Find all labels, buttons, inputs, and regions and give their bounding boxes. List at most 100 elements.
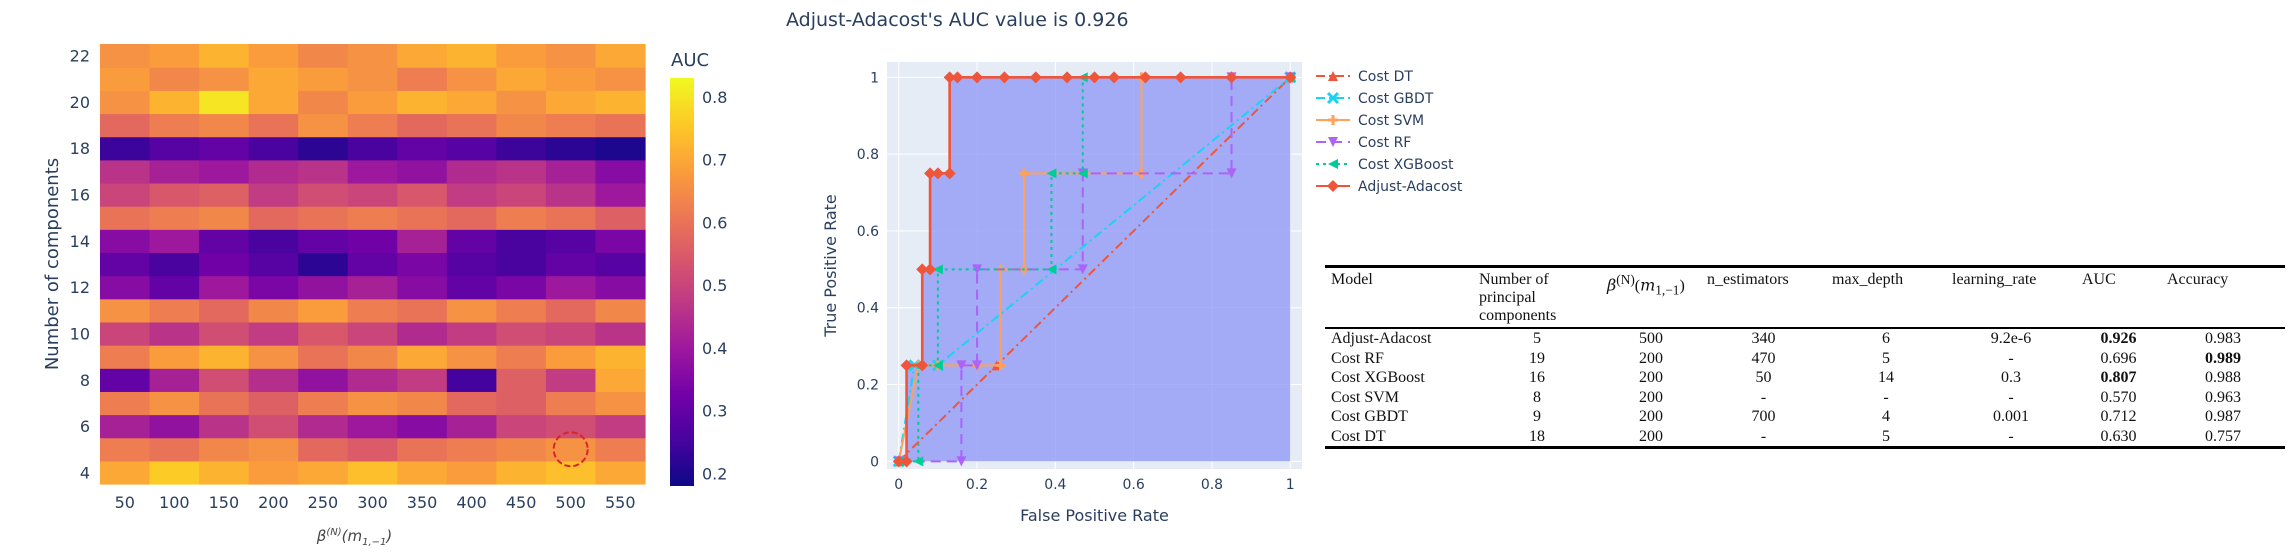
heatmap-cell	[248, 275, 299, 300]
heatmap-cell	[298, 67, 349, 91]
heatmap-cell	[545, 275, 597, 300]
heatmap-cell	[347, 414, 398, 439]
heatmap-cell	[100, 252, 151, 277]
heatmap-cell	[199, 182, 250, 207]
colorbar-tick-label: 0.3	[702, 402, 727, 421]
series-point	[913, 456, 924, 467]
y-tick-label: 4	[80, 463, 90, 482]
table-cell: 6	[1882, 330, 1890, 347]
heatmap-cell	[496, 321, 547, 346]
heatmap-cell	[496, 206, 547, 230]
heatmap-cell	[298, 90, 349, 115]
heatmap-cell	[446, 414, 497, 439]
series-point	[943, 71, 956, 84]
table-cell-best: 0.989	[2205, 349, 2241, 367]
heatmap-cell	[199, 136, 250, 161]
heatmap-cell	[248, 136, 299, 161]
heatmap-cell	[545, 321, 597, 346]
col-header-auc: AUC	[2082, 271, 2116, 288]
series-point	[931, 167, 944, 180]
heatmap-cell	[199, 345, 250, 369]
heatmap-cell	[149, 414, 200, 439]
legend-swatch-marker	[1326, 91, 1340, 105]
table-cell: 9.2e-6	[1990, 330, 2032, 347]
heatmap-cell	[397, 391, 448, 416]
table-cell: 200	[1639, 349, 1663, 367]
heatmap-cell	[199, 414, 250, 439]
heatmap-cell	[545, 90, 597, 115]
heatmap-cell	[545, 391, 597, 416]
heatmap-cell	[100, 414, 151, 439]
heatmap-cell	[100, 182, 151, 207]
heatmap-cell	[298, 182, 349, 207]
colorbar-tick-label: 0.8	[702, 88, 727, 107]
heatmap-cell	[149, 252, 200, 277]
heatmap-cell	[595, 414, 646, 439]
heatmap-cell	[100, 136, 151, 161]
table-cell: 5	[1533, 330, 1541, 347]
heatmap-cell	[545, 345, 597, 369]
heatmap-cell	[248, 437, 299, 462]
table-cell-best: 0.926	[2100, 330, 2137, 347]
heatmap-panel: 50 100 150 200 250 300 350 400 450 500 550 4 6 8 10 12 1…	[0, 0, 760, 549]
heatmap-cell	[545, 229, 597, 254]
results-table: Model Number of principal components β(N…	[1325, 265, 2285, 449]
heatmap-cell	[149, 206, 200, 230]
legend-item: Cost RF	[1316, 135, 1411, 151]
heatmap-cell	[545, 136, 597, 161]
heatmap-cell	[397, 136, 448, 161]
colorbar-title: AUC	[671, 50, 709, 71]
heatmap-cell	[397, 206, 448, 230]
y-tick-label: 16	[70, 186, 90, 205]
heatmap-cell	[446, 437, 497, 462]
heatmap-cell	[496, 368, 547, 392]
heatmap-cell	[248, 229, 299, 254]
heatmap-cell	[496, 460, 547, 485]
x-tick-label: 1	[1286, 477, 1295, 493]
table-row: Cost GBDT 9 200 700 4 0.001 0.712 0.987	[1325, 407, 2285, 427]
table-cell: -	[2008, 349, 2014, 367]
table-cell: 4	[1882, 408, 1890, 425]
legend-item: Cost SVM	[1316, 113, 1424, 129]
table-cell: 18	[1529, 427, 1545, 445]
heatmap-cell	[496, 252, 547, 277]
table-cell: 200	[1639, 369, 1663, 386]
legend-swatch-marker	[1328, 71, 1338, 81]
x-tick-label: 550	[605, 493, 636, 512]
heatmap-cell	[446, 368, 497, 392]
roc-title: Adjust-Adacost's AUC value is 0.926	[786, 9, 1129, 31]
heatmap-cell	[100, 345, 151, 369]
legend: Cost DT Cost GBDT Cost SVM Cost RF Cost XGBo…	[1316, 69, 1463, 195]
heatmap-cell	[496, 44, 547, 68]
heatmap-cell	[446, 90, 497, 115]
series-point	[1174, 71, 1187, 84]
heatmap-cell	[199, 159, 250, 184]
heatmap-cell	[595, 206, 646, 230]
heatmap-cell	[347, 206, 398, 230]
heatmap-cell	[298, 206, 349, 230]
x-tick-label: 400	[456, 493, 487, 512]
x-tick-label: 500	[555, 493, 586, 512]
heatmap-cell	[248, 414, 299, 439]
series-point	[900, 359, 913, 372]
heatmap-cell	[397, 159, 448, 184]
heatmap-cells	[100, 44, 646, 485]
heatmap-cell	[347, 437, 398, 462]
heatmap-cell	[298, 368, 349, 392]
heatmap-cell	[545, 298, 597, 323]
series-point	[1061, 71, 1074, 84]
heatmap-cell	[545, 113, 597, 138]
best-point-marker	[552, 431, 589, 468]
heatmap-cell	[496, 136, 547, 161]
heatmap-cell	[496, 113, 547, 138]
legend-label: Cost XGBoost	[1358, 157, 1454, 173]
table-cell: 0.712	[2100, 408, 2137, 425]
table-cell: Cost DT	[1331, 427, 1386, 445]
legend-label: Cost DT	[1358, 69, 1413, 85]
table-cell: 200	[1639, 408, 1663, 425]
series-point	[956, 360, 967, 371]
heatmap-cell	[496, 275, 547, 300]
series-point	[932, 360, 943, 371]
heatmap-cell	[199, 275, 250, 300]
heatmap-cell	[149, 229, 200, 254]
